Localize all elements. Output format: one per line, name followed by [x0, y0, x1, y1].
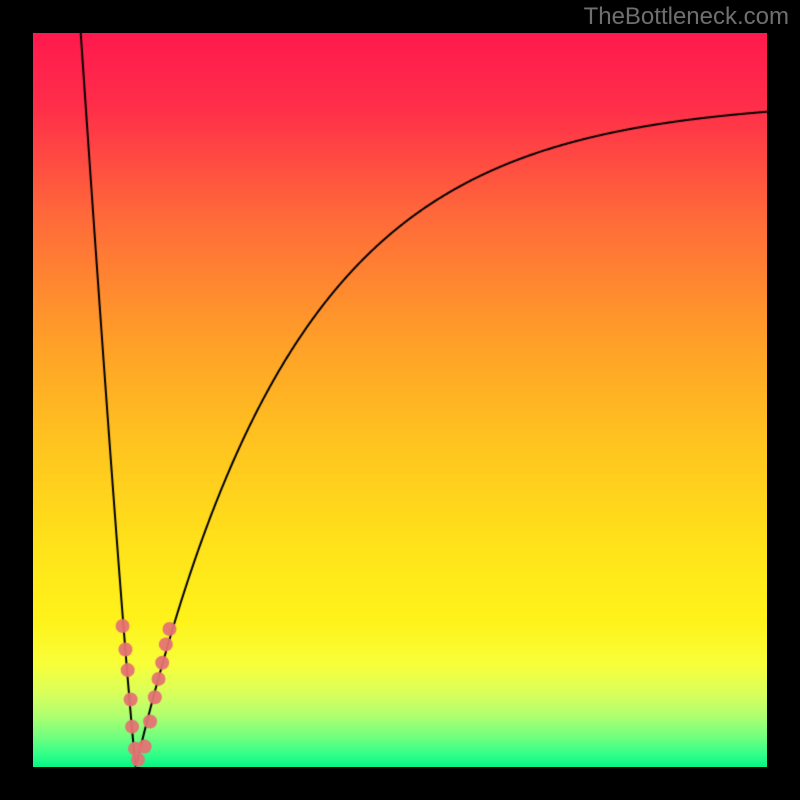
chart-stage: TheBottleneck.com [0, 0, 800, 800]
watermark-attribution: TheBottleneck.com [584, 3, 789, 31]
bottleneck-curve-chart [33, 33, 767, 767]
